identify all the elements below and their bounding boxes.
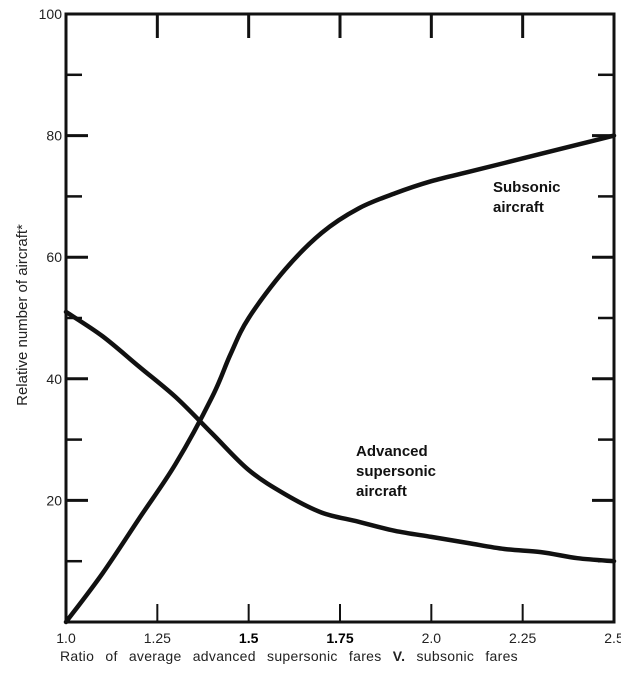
curves — [63, 133, 617, 625]
supersonic-label-line: aircraft — [356, 483, 407, 500]
x-tick-label: 1.75 — [326, 630, 353, 646]
supersonic-curve — [63, 309, 617, 564]
axis-ticks — [66, 14, 614, 622]
y-tick-label: 100 — [39, 6, 63, 22]
y-axis-label: Relative number of aircraft* — [14, 224, 31, 406]
y-tick-labels: 20 40 60 80 100 — [39, 6, 63, 508]
x-tick-label: 1.25 — [144, 630, 171, 646]
x-tick-label: 1.5 — [239, 630, 259, 646]
x-tick-label: 2.0 — [422, 630, 442, 646]
y-tick-label: 60 — [46, 249, 62, 265]
x-tick-label: 2.5 — [604, 630, 621, 646]
x-tick-label: 2.25 — [509, 630, 536, 646]
supersonic-label-line: supersonic — [356, 463, 436, 480]
x-axis-label: Ratio of average advanced supersonic far… — [60, 648, 518, 664]
y-tick-label: 20 — [46, 492, 62, 508]
subsonic-curve — [63, 133, 617, 625]
supersonic-label-line: Advanced — [356, 443, 428, 460]
subsonic-label-line: Subsonic — [493, 179, 561, 196]
y-tick-label: 80 — [46, 128, 62, 144]
plot-frame — [64, 12, 616, 624]
supersonic-label: Advanced supersonic aircraft — [356, 443, 436, 500]
y-tick-label: 40 — [46, 371, 62, 387]
subsonic-label-line: aircraft — [493, 199, 544, 216]
subsonic-label: Subsonic aircraft — [493, 179, 561, 216]
x-tick-labels: 1.0 1.25 1.5 1.75 2.0 2.25 2.5 — [56, 630, 621, 646]
series-annotations: Subsonic aircraft Advanced supersonic aircra… — [356, 179, 561, 500]
x-tick-label: 1.0 — [56, 630, 76, 646]
